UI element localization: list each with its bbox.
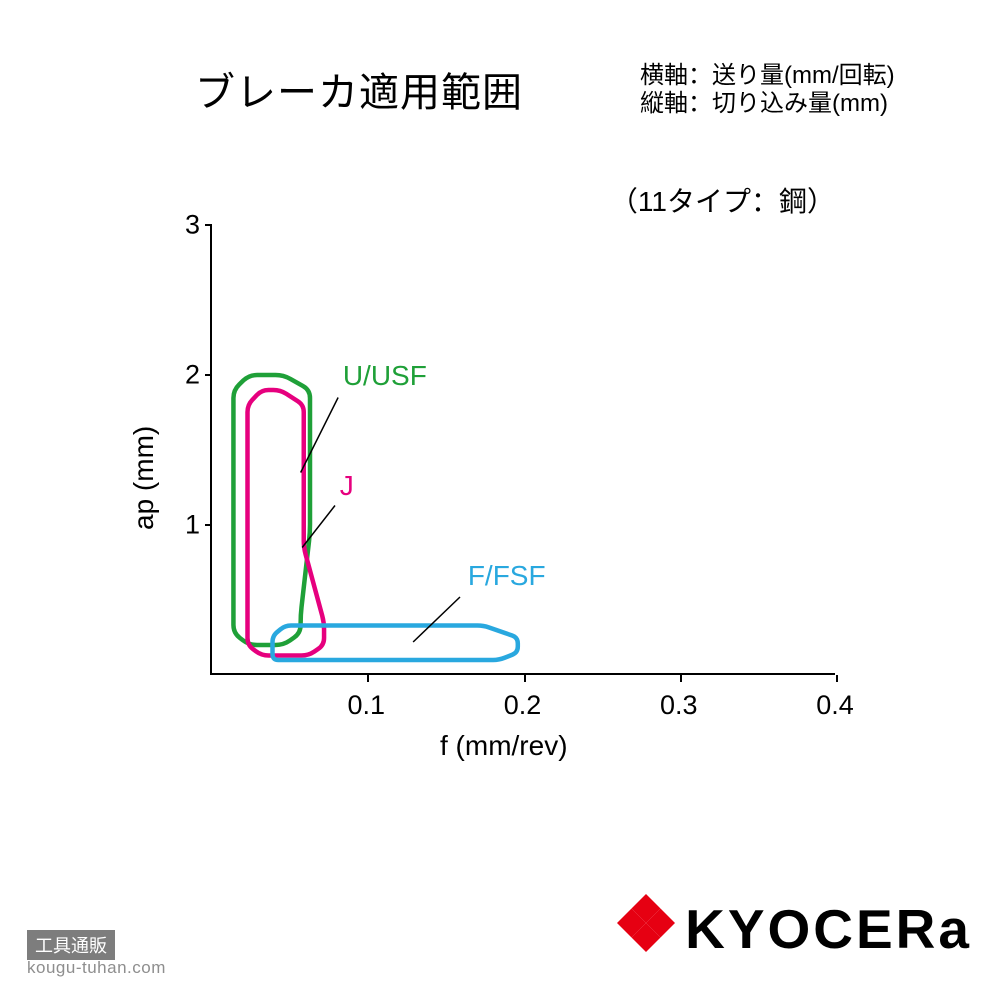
footer-badge: 工具通販: [27, 930, 115, 960]
brand-icon: [617, 894, 675, 965]
chart-subtitle: （11タイプ：鋼）: [610, 180, 835, 220]
x-tick-label: 0.4: [816, 690, 854, 721]
leader-line: [301, 398, 339, 473]
x-tick-label: 0.2: [504, 690, 542, 721]
brand-text: KYOCERa: [685, 897, 972, 961]
leader-line: [302, 506, 335, 548]
region-J: [248, 390, 325, 656]
region-label-J: J: [340, 470, 354, 502]
y-tick-label: 2: [170, 360, 200, 391]
x-tick-label: 0.3: [660, 690, 698, 721]
y-tick-label: 1: [170, 510, 200, 541]
plot-svg: [210, 225, 835, 675]
y-axis-label: ap (mm): [128, 426, 160, 530]
x-tick-label: 0.1: [347, 690, 385, 721]
x-axis-label: f (mm/rev): [440, 730, 568, 762]
chart-canvas: { "title": "ブレーカ適用範囲", "axis_note_x": "横…: [0, 0, 1000, 1000]
brand-logo: KYOCERa: [617, 892, 972, 965]
region-label-F_FSF: F/FSF: [468, 560, 546, 592]
y-tick-label: 3: [170, 210, 200, 241]
region-label-U_USF: U/USF: [343, 360, 427, 392]
chart-title: ブレーカ適用範囲: [195, 60, 523, 118]
leader-line: [413, 597, 460, 642]
axis-note-y: 縦軸：切り込み量(mm): [640, 83, 888, 118]
region-U_USF: [233, 375, 310, 645]
footer-url: kougu-tuhan.com: [27, 958, 166, 978]
